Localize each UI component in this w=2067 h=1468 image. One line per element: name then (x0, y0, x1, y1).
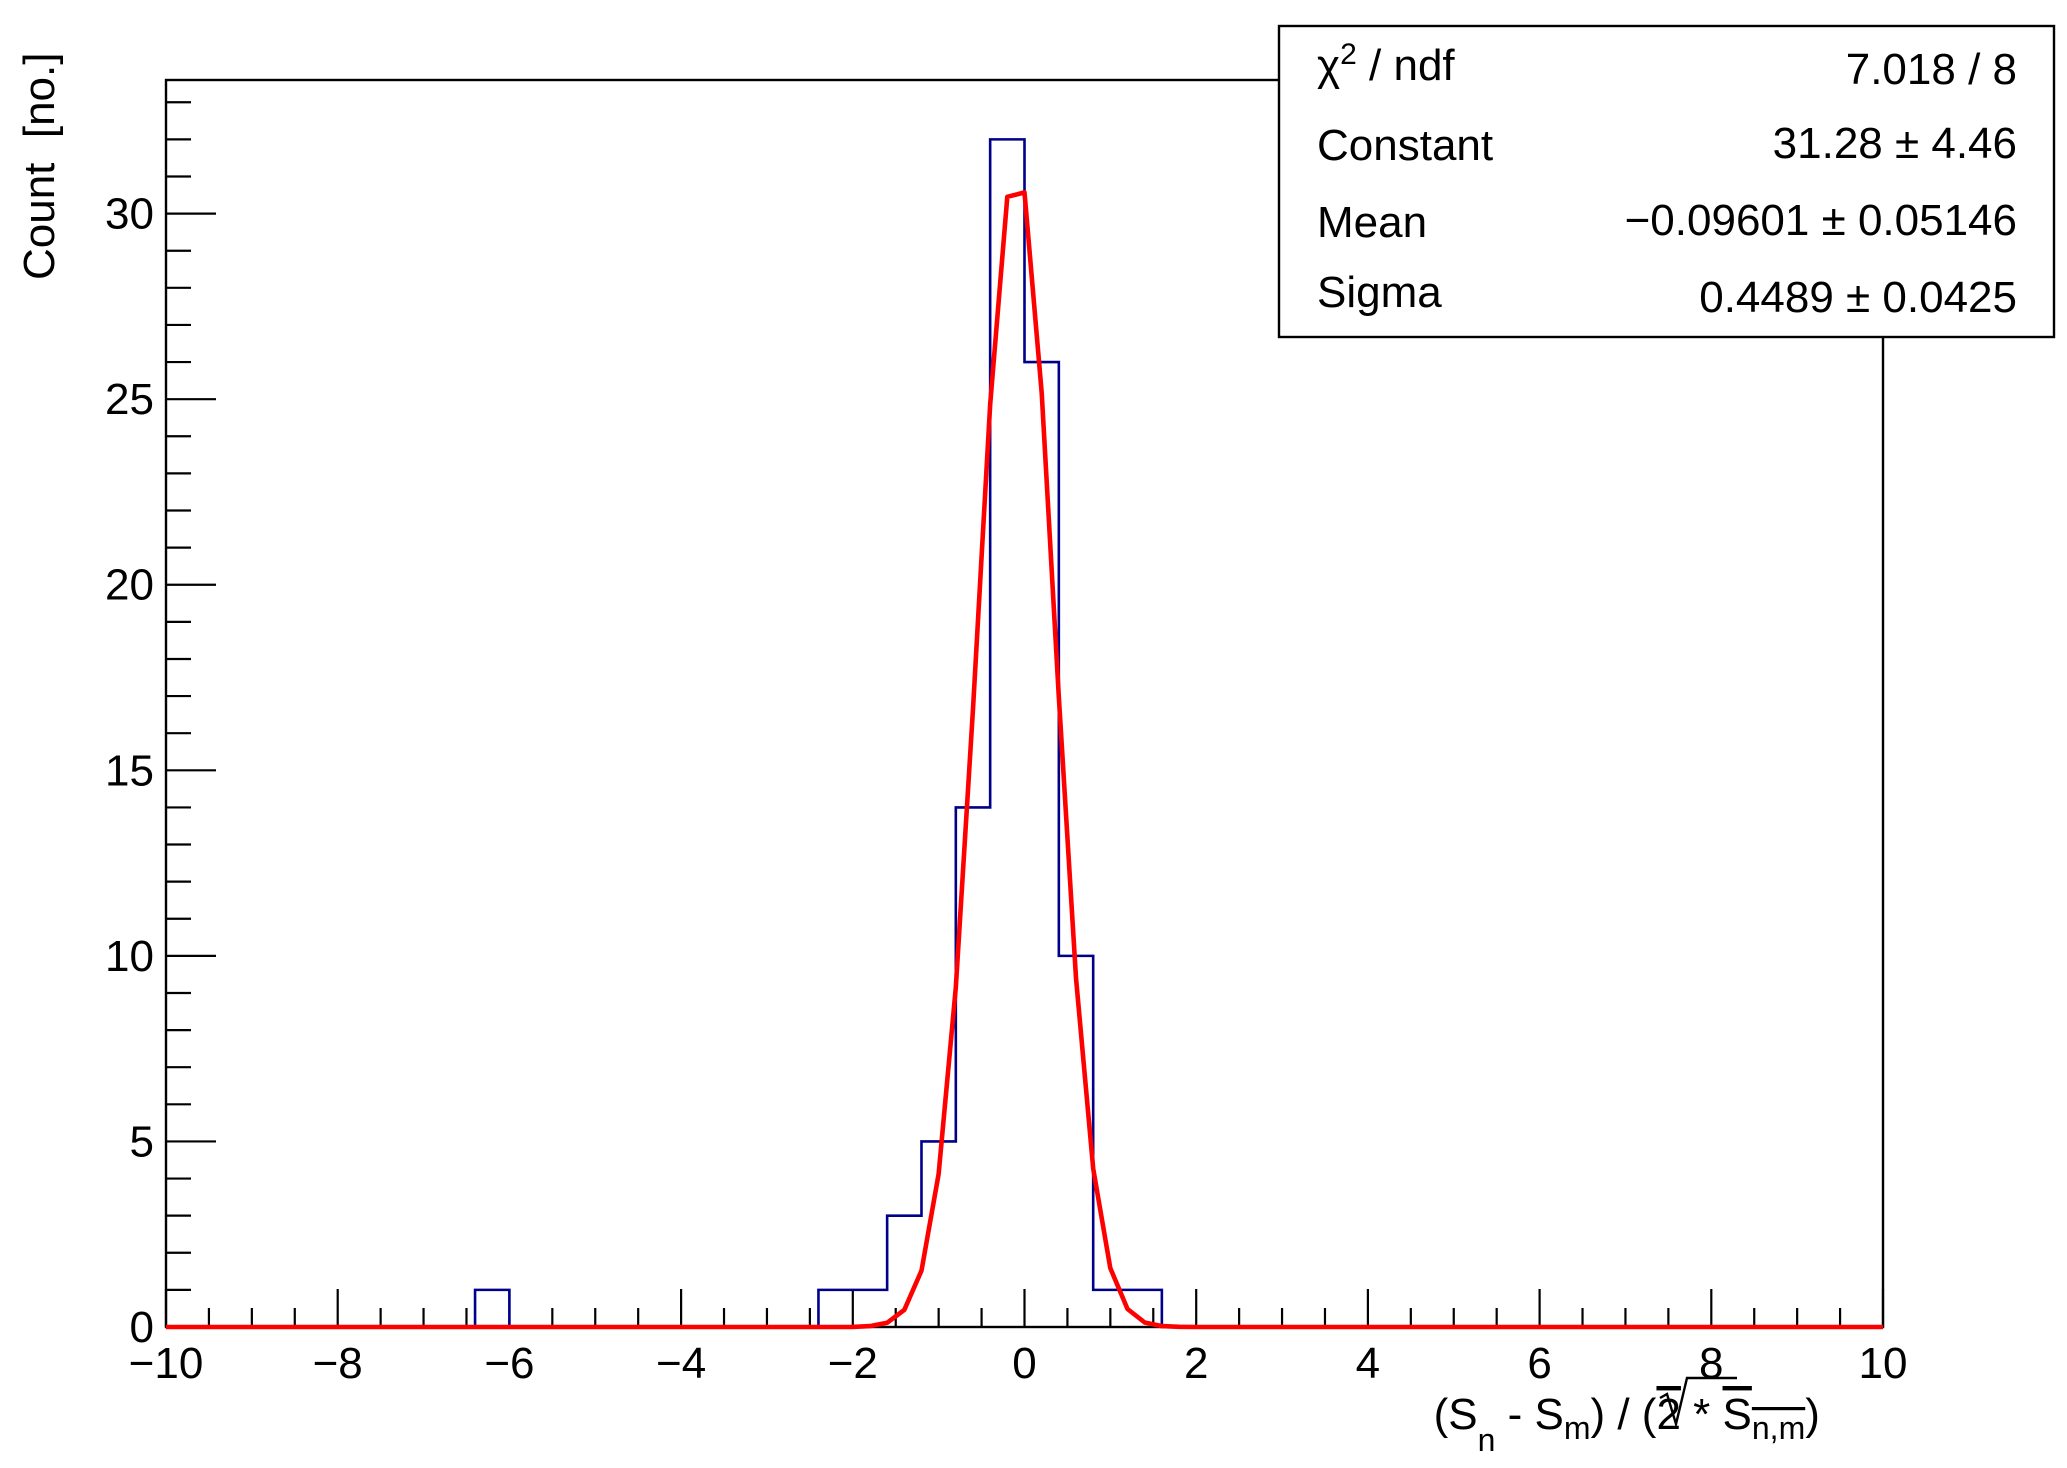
y-tick-label: 5 (130, 1117, 154, 1166)
y-tick-label: 30 (105, 190, 154, 239)
x-tick-label: 0 (1012, 1339, 1036, 1388)
y-tick-label: 25 (105, 375, 154, 424)
x-tick-label: −2 (828, 1339, 878, 1388)
y-tick-label: 10 (105, 932, 154, 981)
stats-row-chi2-value: 7.018 / 8 (1846, 45, 2017, 94)
gaussian-fit-curve (166, 190, 1883, 1330)
y-tick-labels: 0 5 10 15 20 25 30 (105, 190, 154, 1352)
x-tick-label: 10 (1859, 1339, 1908, 1388)
x-tick-label: −4 (656, 1339, 706, 1388)
stats-row-constant-value: 31.28 ± 4.46 (1773, 119, 2017, 168)
mean-s-overline: S (1723, 1390, 1752, 1439)
svg-text:(Sn - Sm) / (2 * Sn,m): (Sn - Sm) / (2 * Sn,m) (1348, 1390, 1881, 1458)
x-tick-label: 2 (1184, 1339, 1208, 1388)
axis-ticks (164, 101, 1885, 1329)
stats-row-sigma-name: Sigma (1317, 268, 1442, 317)
x-tick-label: −6 (484, 1339, 534, 1388)
x-axis-label: (Sn - Sm) / (2 * Sn,m) (1348, 1376, 1881, 1458)
x-tick-labels: −10 −8 −6 −4 −2 0 2 4 6 8 10 (129, 1339, 1908, 1388)
fit-stats-box: χ2 / ndf 7.018 / 8 Constant 31.28 ± 4.46… (1277, 24, 2056, 339)
x-tick-label: −10 (129, 1339, 204, 1388)
x-tick-label: −8 (313, 1339, 363, 1388)
stats-row-sigma-value: 0.4489 ± 0.0425 (1699, 273, 2017, 322)
stats-row-mean-value: −0.09601 ± 0.05146 (1625, 196, 2017, 245)
stats-row-mean-name: Mean (1317, 198, 1427, 247)
x-tick-label: 6 (1527, 1339, 1551, 1388)
x-tick-label: 8 (1699, 1339, 1723, 1388)
x-tick-label: 4 (1356, 1339, 1380, 1388)
y-axis-label: Count [no.] (15, 53, 64, 280)
stats-row-chi2-name: χ2 / ndf (1317, 38, 1455, 90)
y-tick-label: 15 (105, 746, 154, 795)
stats-row-constant-name: Constant (1317, 121, 1493, 170)
y-tick-label: 20 (105, 561, 154, 610)
sqrt-sign (1659, 1376, 1737, 1429)
stats-box-frame (1277, 24, 2056, 339)
y-tick-label: 0 (130, 1303, 154, 1352)
